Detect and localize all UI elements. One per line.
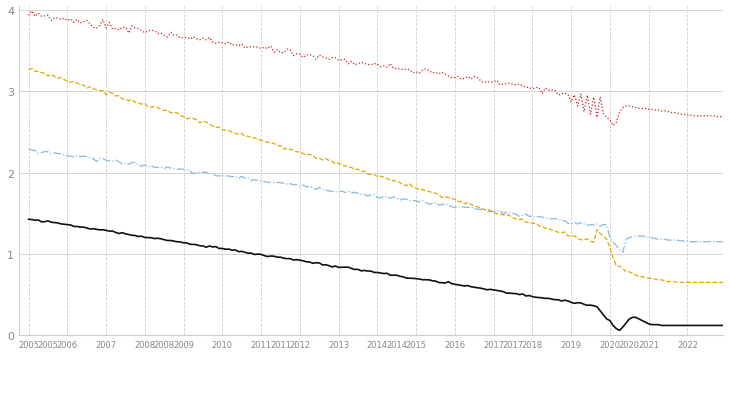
€ 20 [180,168,188,173]
Line: € 20: € 20 [28,150,723,253]
€ 20 [557,218,566,223]
€ 20 [24,147,33,152]
€ 10 [561,92,569,97]
€ 50 [561,230,569,235]
€ 10 [428,71,437,76]
€ 10 [182,36,191,41]
€ 10 [28,9,36,14]
€ 20 [418,199,427,204]
Total [24,217,33,222]
Total [180,241,188,246]
€ 50 [428,191,437,196]
Line: € 10: € 10 [28,12,723,126]
€ 50 [718,280,727,285]
Total [557,299,566,303]
€ 10 [421,67,430,72]
Total [199,244,207,249]
€ 50 [673,280,682,285]
Line: € 50: € 50 [28,69,723,283]
€ 10 [718,115,727,120]
€ 10 [609,124,618,129]
Total [612,326,620,331]
€ 50 [421,189,430,194]
€ 20 [612,244,620,249]
€ 20 [718,240,727,245]
Total [418,278,427,283]
€ 10 [24,14,33,19]
€ 50 [24,68,33,73]
Total [615,328,624,333]
€ 10 [618,106,627,111]
€ 50 [28,67,36,72]
Line: Total: Total [28,220,723,330]
€ 20 [425,202,434,207]
€ 20 [199,171,207,175]
Total [425,278,434,283]
€ 10 [202,38,211,43]
€ 50 [182,117,191,122]
€ 50 [202,120,211,125]
Total [718,323,727,328]
€ 50 [615,264,624,269]
€ 20 [618,250,627,255]
